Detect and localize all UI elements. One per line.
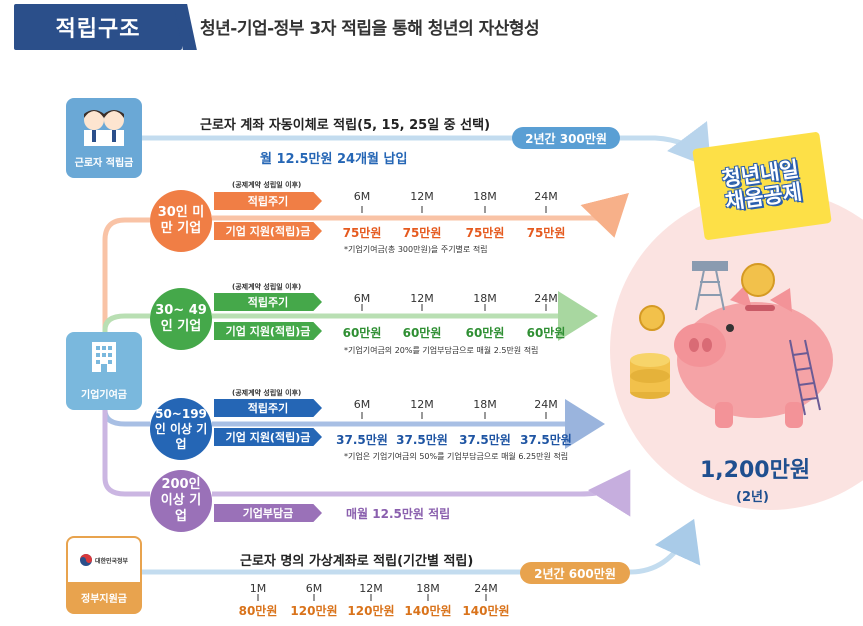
tier3-cycle-tag: 적립주기 — [214, 399, 322, 417]
tier2-value: 60만원 — [342, 326, 382, 340]
tier1-value: 75만원 — [526, 226, 566, 240]
tier1-tick: 6M — [353, 190, 371, 203]
tier2-note: (공제계약 성립일 이후) — [232, 283, 302, 291]
tier4-arrow — [212, 469, 631, 517]
tier1-support-tag: 기업 지원(적립)금 — [214, 222, 322, 240]
tier2-tick: 18M — [473, 292, 497, 305]
tier1-value: 75만원 — [465, 226, 505, 240]
total-period: (2년) — [736, 490, 769, 505]
gov-value: 120만원 — [347, 604, 395, 618]
tier4-circle: 200인 이상 기업 — [150, 470, 212, 532]
tier1-tick: 18M — [473, 190, 497, 203]
tier4-burden-tag: 기업부담금 — [214, 504, 322, 522]
tier4-monthly-text: 매월 12.5만원 적립 — [346, 507, 451, 521]
gov-tick: 18M — [416, 582, 440, 595]
gov-tick: 1M — [249, 582, 267, 595]
tier2-cycle-tag: 적립주기 — [214, 293, 322, 311]
ladder-icon — [789, 339, 821, 416]
tier3-tick: 12M — [410, 398, 434, 411]
tier1-tick: 12M — [410, 190, 434, 203]
tier3-note: (공제계약 성립일 이후) — [232, 389, 302, 397]
gov-value: 80만원 — [238, 604, 278, 618]
worker-box-label: 근로자 적립금 — [74, 158, 134, 169]
tier2-tick: 12M — [410, 292, 434, 305]
gov-value: 120만원 — [290, 604, 338, 618]
piggy-bank-icon — [674, 285, 833, 428]
tier1-value: 75만원 — [402, 226, 442, 240]
company-box-label: 기업기여금 — [81, 390, 127, 401]
tier3-value: 37.5만원 — [396, 433, 448, 447]
gov-emblem-area: 대한민국정부 — [68, 538, 140, 582]
tier1-circle: 30인 미만 기업 — [150, 190, 212, 252]
worker-monthly-text: 월 12.5만원 24개월 납입 — [260, 152, 408, 167]
tier2-support-tag: 기업 지원(적립)금 — [214, 322, 322, 340]
coin-stack-icon — [630, 263, 775, 399]
tier3-value: 37.5만원 — [336, 433, 388, 447]
tier3-value: 37.5만원 — [459, 433, 511, 447]
gov-tick: 24M — [474, 582, 498, 595]
gov-box: 대한민국정부 정부지원금 — [66, 536, 142, 614]
tier3-circle: 50~199인 이상 기업 — [150, 398, 212, 460]
section-subtitle: 청년-기업-정부 3자 적립을 통해 청년의 자산형성 — [200, 19, 540, 39]
section-title: 적립구조 — [14, 4, 182, 50]
tier2-footnote: *기업기여금의 20%를 기업부담금으로 매월 2.5만원 적립 — [344, 346, 539, 355]
tier1-cycle-tag: 적립주기 — [214, 192, 322, 210]
gov-total-pill: 2년간 600만원 — [520, 562, 630, 584]
tier2-value: 60만원 — [526, 326, 566, 340]
company-box: 기업기여금 — [66, 332, 142, 410]
tier1-note: (공제계약 성립일 이후) — [232, 181, 302, 189]
worker-box: 근로자 적립금 — [66, 98, 142, 178]
program-name-bubble: 청년내일 채움공제 — [692, 131, 832, 241]
gov-value: 140만원 — [462, 604, 510, 618]
tier2-tick: 6M — [353, 292, 371, 305]
tier2-circle: 30~ 49인 기업 — [150, 288, 212, 350]
gov-tick: 12M — [359, 582, 383, 595]
tower-icon — [692, 261, 728, 311]
tier1-footnote: *기업기여금(총 300만원)을 주기별로 적립 — [344, 245, 488, 254]
gov-tick: 6M — [305, 582, 323, 595]
worker-line-text: 근로자 계좌 자동이체로 적립(5, 15, 25일 중 선택) — [200, 118, 491, 133]
tier3-tick: 24M — [534, 398, 558, 411]
gov-box-label: 정부지원금 — [81, 594, 127, 605]
tier2-value: 60만원 — [402, 326, 442, 340]
gov-arrow — [142, 518, 701, 575]
tier3-value: 37.5만원 — [520, 433, 572, 447]
tier2-tick: 24M — [534, 292, 558, 305]
building-icon — [92, 342, 116, 372]
gov-value: 140만원 — [404, 604, 452, 618]
tier1-arrow — [212, 192, 629, 238]
tier1-value: 75만원 — [342, 226, 382, 240]
tier3-support-tag: 기업 지원(적립)금 — [214, 428, 322, 446]
gov-line-text: 근로자 명의 가상계좌로 적립(기간별 적립) — [240, 554, 474, 569]
tier3-footnote: *기업은 기업기여금의 50%를 기업부담금으로 매월 6.25만원 적립 — [344, 452, 569, 461]
tier3-tick: 18M — [473, 398, 497, 411]
government-emblem-icon — [79, 554, 92, 566]
tier1-tick: 24M — [534, 190, 558, 203]
gov-emblem-text: 대한민국정부 — [94, 557, 129, 565]
workers-icon — [84, 110, 124, 146]
worker-total-pill: 2년간 300만원 — [512, 127, 620, 149]
tier2-value: 60만원 — [465, 326, 505, 340]
total-amount: 1,200만원 — [700, 458, 811, 483]
worker-arrow — [142, 120, 712, 168]
tier3-tick: 6M — [353, 398, 371, 411]
